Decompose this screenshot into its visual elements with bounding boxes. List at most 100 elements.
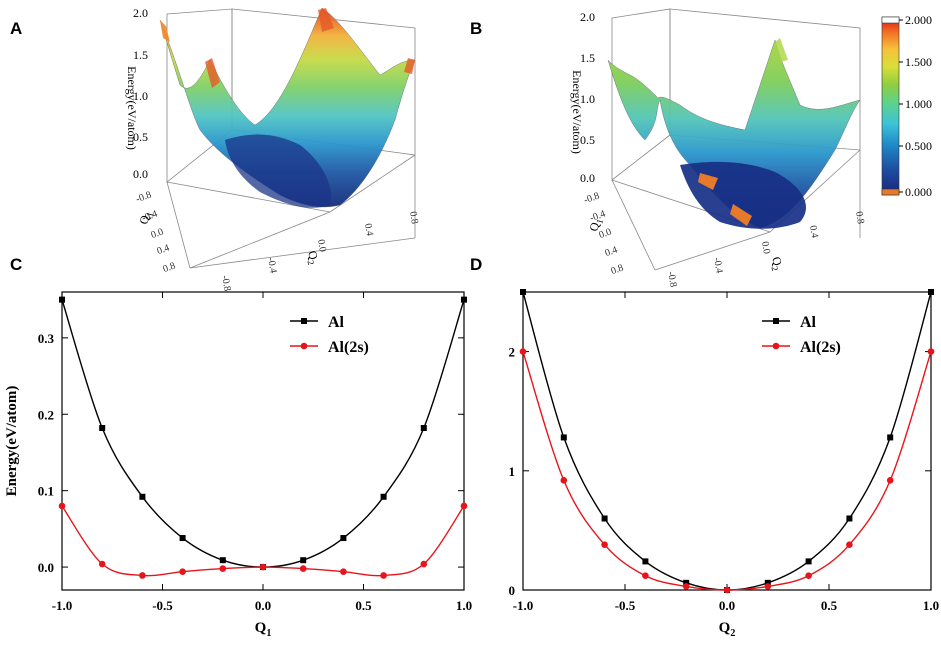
colorbar-gradient [881,16,900,196]
panel-a-ztick: 1.5 [133,48,148,62]
panel-d-ytick-label: 1 [509,464,516,479]
panel-c-ticks: -1.0 -0.5 0.0 0.5 1.0 0.0 0.1 0.2 0.3 [38,292,472,613]
panel-d-xtick-label: 0.5 [821,598,838,613]
panel-c-xtick-label: 0.0 [255,598,271,613]
panel-a-surface [159,7,416,208]
panel-d-point-al2s [723,586,731,594]
panel-label-c: C [10,255,22,274]
panel-c-point-al [219,557,226,564]
panel-b-q2tick: -0.4 [711,257,725,275]
panel-c-point-al2s [460,502,468,510]
panel-d-point-al2s [927,348,935,355]
panel-d-ticks: -1.0 -0.5 0.0 0.5 1.0 0 1 2 [509,292,939,613]
colorbar-under-swatch [881,188,900,196]
panel-c-point-al2s [98,560,106,568]
panel-c-ytick-label: 0.0 [38,560,54,575]
panel-c-point-al [380,493,387,500]
panel-a-q2-q: Q [305,249,321,261]
panel-a-q2tick: 0.0 [315,239,328,253]
panel-c-xlabel: Q1 [255,620,272,639]
panel-c-ytick-label: 0.3 [38,331,55,346]
panel-b-q2-label: Q2 [767,255,786,272]
colorbar-tick: 2.000 [905,13,932,27]
colorbar-tick: 0.000 [905,185,932,199]
panel-d-point-al2s [642,572,649,579]
panel-d-point-al2s [560,477,568,484]
panel-a-q1tick: 0.8 [162,260,178,275]
panel-c-legend-marker [300,342,308,350]
panel-d-point-al [520,289,526,295]
panel-d-xtick-label: -0.5 [615,598,636,613]
panel-d-point-al2s [764,583,772,590]
panel-d-xlabel-q: Q [719,620,731,636]
panel-a-q1tick: 0.4 [156,242,172,257]
panel-c-legend: Al Al(2s) [290,314,369,356]
panel-a-q2tick: -0.8 [219,275,233,293]
panel-b-q1tick: 0.8 [610,262,626,277]
panel-d-legend-label: Al [800,314,817,331]
panel-d-point-al [764,579,771,586]
panel-a-ztick: 1.0 [133,89,148,103]
panel-b-q1-ticks: -0.8 -0.4 0.0 0.4 0.8 [582,190,625,277]
panel-b-q2tick: 0.4 [807,225,820,239]
colorbar-tick: 1.000 [905,97,932,111]
panel-a-q2-label: Q2 [303,249,322,266]
panel-c-point-al2s [259,563,267,571]
panel-d-legend-marker [773,318,779,324]
panel-c-point-al2s [179,568,186,575]
panel-c-xtick-label: 0.5 [355,598,372,613]
panel-b-q2tick: 0.0 [759,241,772,255]
panel-b-q1-sub: 1 [594,218,605,225]
panel-c-legend-marker [301,318,307,324]
panel-d-xtick-label: 0.0 [719,598,735,613]
panel-c-point-al [99,425,106,432]
panel-b-ztick: 1.0 [580,92,595,106]
panel-a-q1-q: Q [136,213,152,225]
panel-a-q1-sub: 1 [144,211,155,218]
panel-d-legend-label: Al(2s) [800,339,841,356]
panel-c-point-al [179,535,186,542]
panel-c-xtick-label: 1.0 [456,598,472,613]
panel-b-ztick: 0.5 [580,133,595,147]
panel-d-point-al2s [519,348,527,355]
panel-b: B 2.0 1.5 1.0 0.5 0.0 Energy(eV/atom) -0… [470,8,932,289]
colorbar-tick: 1.500 [905,55,932,69]
panel-d-legend: Al Al(2s) [762,314,841,356]
panel-label-b: B [470,19,482,38]
panel-d-point-al2s [682,583,690,590]
colorbar: 2.000 1.500 1.000 0.500 0.000 [881,13,932,199]
panel-c-point-al2s [420,560,428,568]
panel-b-box [611,8,861,271]
panel-b-q2tick: 0.8 [853,211,866,225]
panel-c-point-al [59,296,65,303]
panel-b-q2-ticks: -0.8 -0.4 0.0 0.4 0.8 [665,211,866,289]
panel-a-ztick: 0.0 [133,167,148,181]
panel-b-q2tick: -0.8 [665,271,679,289]
panel-c-xlabel-q: Q [255,620,267,636]
panel-a-q1-ticks: -0.8 -0.4 0.0 0.4 0.8 [134,189,177,275]
panel-c-point-al2s [299,565,307,572]
panel-b-q1-q: Q [586,220,602,232]
panel-b-q2-sub: 2 [769,265,780,272]
panel-d-point-al [846,515,853,522]
panel-c-point-al2s [380,572,387,579]
panel-b-q1tick: 0.0 [598,226,614,241]
panel-b-q1-label: Q1 [586,216,605,233]
panel-c: C -1.0 -0.5 0.0 0.5 1.0 0.0 0.1 0.2 0.3 Al Al(2s)… [4,255,472,639]
panel-d-legend-marker [772,342,780,350]
panel-a-q1-label: Q1 [136,209,155,226]
panel-c-point-al2s [58,502,66,510]
panel-c-point-al2s [139,572,146,579]
panel-c-point-al [340,535,347,542]
panel-b-ztick: 1.5 [580,51,595,65]
panel-a-q2tick: -0.4 [265,257,279,275]
panel-b-q1tick: -0.8 [582,190,601,206]
panel-label-a: A [10,19,22,38]
panel-b-q1tick: 0.4 [604,244,620,259]
panel-c-ytick-label: 0.1 [38,484,54,499]
panel-d-point-al [642,558,649,565]
colorbar-tick: 0.500 [905,139,932,153]
panel-a-q1tick: 0.0 [150,226,166,241]
panel-label-d: D [470,255,482,274]
